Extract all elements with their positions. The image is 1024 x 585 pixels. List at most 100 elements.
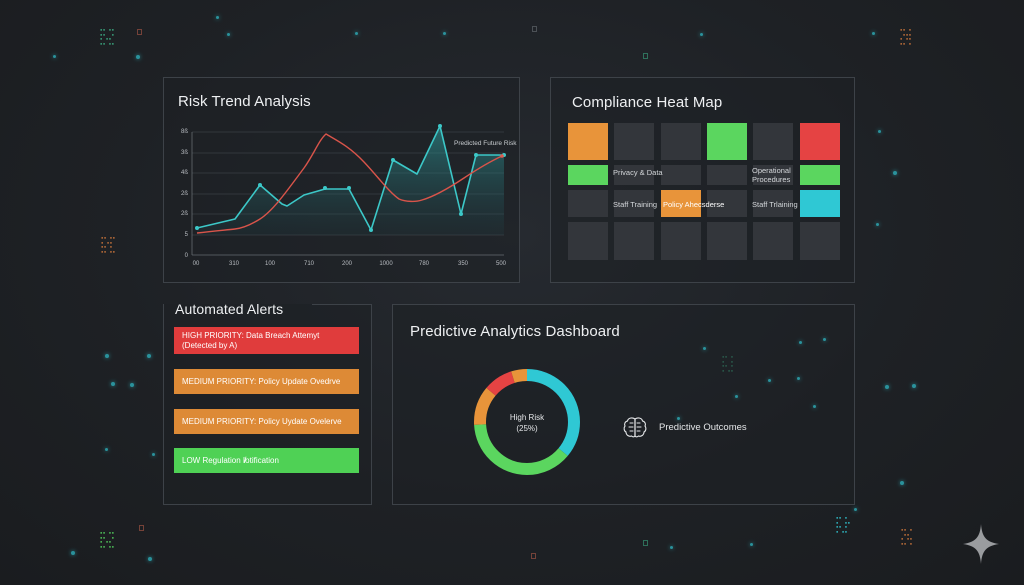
- heat-cell-orange[interactable]: [568, 123, 608, 160]
- particle: [105, 354, 109, 358]
- heat-cell[interactable]: [707, 222, 747, 260]
- particle: [355, 32, 358, 35]
- heat-cell[interactable]: [568, 222, 608, 260]
- predicted-future-risk-label: Predicted Future Risk: [454, 140, 517, 147]
- predictive-analytics-panel: Predictive Analytics Dashboard High Risk…: [392, 304, 857, 511]
- particle: [677, 417, 680, 420]
- svg-text:100: 100: [265, 261, 276, 267]
- svg-text:3ß: 3ß: [181, 150, 188, 156]
- heat-cell[interactable]: [707, 190, 747, 217]
- heat-cell[interactable]: [661, 165, 701, 185]
- alert-medium-priority[interactable]: MEDIUM PRIORITY: Policy Uydate Ovelerve: [174, 409, 359, 434]
- alert-text: MEDIUM PRIORITY: Policy Uydate Ovelerve: [182, 416, 342, 426]
- panel-title: Compliance Heat Map: [572, 94, 723, 111]
- panel-title: Risk Trend Analysis: [178, 93, 311, 110]
- donut-slice-orange-small: [474, 369, 580, 475]
- binary-glyph-cluster: ▪▪ ▪ ▪▪ ▪ ▪▪ ▪▪ ▪: [901, 527, 913, 546]
- heat-cell[interactable]: [614, 165, 654, 185]
- heat-cell[interactable]: [753, 165, 793, 185]
- heat-cell[interactable]: [707, 165, 747, 185]
- particle: [878, 130, 881, 133]
- alert-high-priority[interactable]: HIGH PRIORITY: Data Breach Attemyt (Dete…: [174, 327, 359, 354]
- particle: [854, 508, 857, 511]
- panel-title: Predictive Analytics Dashboard: [410, 323, 620, 340]
- heat-cell[interactable]: [614, 123, 654, 160]
- outline-square: [532, 26, 537, 32]
- heat-cell-green[interactable]: [707, 123, 747, 160]
- y-axis-labels: 0 5 2ß 2ß 4ß 3ß 8ß: [181, 129, 189, 259]
- outline-square: [139, 525, 144, 531]
- particle: [703, 347, 706, 350]
- binary-glyph-cluster: ▪▪ ▪▪ ▪ ▪▪ ▪▪ ▪ ▪▪ ▪▪: [101, 235, 116, 254]
- particle: [768, 379, 771, 382]
- particle: [893, 171, 897, 175]
- x-axis-labels: 00 310 100 710 200 1000 780 350 500: [193, 261, 507, 267]
- heat-cell[interactable]: [661, 123, 701, 160]
- heat-cell-green[interactable]: [568, 165, 608, 185]
- heat-cell[interactable]: [800, 222, 840, 260]
- svg-text:0: 0: [185, 253, 189, 259]
- particle: [700, 33, 703, 36]
- outline-square: [531, 553, 536, 559]
- automated-alerts-panel: Automated Alerts HIGH PRIORITY: Data Bre…: [163, 301, 372, 505]
- heat-cell[interactable]: [614, 222, 654, 260]
- heat-cell[interactable]: [753, 222, 793, 260]
- particle: [750, 543, 753, 546]
- particle: [876, 223, 879, 226]
- particle: [813, 405, 816, 408]
- heat-cell[interactable]: [568, 190, 608, 217]
- particle: [735, 395, 738, 398]
- alert-low-priority[interactable]: LOW Regulation I̸̸otification: [174, 448, 359, 473]
- heat-cell[interactable]: [614, 190, 654, 217]
- particle: [797, 377, 800, 380]
- heat-label-staff-training-2: Staff Trlaining: [752, 200, 798, 209]
- heat-cell-green[interactable]: [800, 165, 840, 185]
- heat-cell-red[interactable]: [800, 123, 840, 160]
- heat-cell-orange[interactable]: [661, 190, 701, 217]
- heat-cell[interactable]: [753, 123, 793, 160]
- heat-label-operational: Operational: [752, 166, 791, 175]
- binary-glyph-cluster: ▪▪ ▪▪ ▪▪ ▪ ▪ ▪▪ ▪▪ ▪▪: [100, 27, 115, 46]
- particle: [147, 354, 151, 358]
- binary-glyph-cluster: ▪▪ ▪ ▪▪▪ ▪ ▪▪ ▪▪ ▪: [900, 27, 912, 46]
- particle: [670, 546, 673, 549]
- panel-title: Automated Alerts: [175, 301, 284, 317]
- particle: [152, 453, 155, 456]
- donut-center-label: High Risk: [510, 413, 545, 422]
- brain-icon: [622, 415, 648, 441]
- risk-points: [195, 124, 506, 232]
- svg-text:2ß: 2ß: [181, 211, 188, 217]
- alert-medium-priority[interactable]: MEDIUM PRIORITY: Policy Update Ovedrve: [174, 369, 359, 394]
- heat-cell-cyan[interactable]: [800, 190, 840, 217]
- particle: [148, 557, 152, 561]
- predictive-outcomes-label: Predictive Outcomes: [659, 422, 747, 433]
- particle: [136, 55, 140, 59]
- heat-cell[interactable]: [661, 222, 701, 260]
- particle: [216, 16, 219, 19]
- risk-donut-chart[interactable]: High Risk (25%): [471, 366, 583, 478]
- outline-square: [137, 29, 142, 35]
- particle: [111, 382, 115, 386]
- svg-text:310: 310: [229, 261, 240, 267]
- predicted-risk-line: [196, 133, 503, 234]
- risk-trend-panel: Risk Trend Analysis 0 5 2ß 2ß 4ß 3ß: [163, 77, 520, 283]
- particle: [443, 32, 446, 35]
- svg-text:8ß: 8ß: [181, 129, 188, 135]
- donut-slice-green: [474, 369, 580, 475]
- heat-cell[interactable]: [753, 190, 793, 217]
- particle: [105, 448, 108, 451]
- svg-text:350: 350: [458, 261, 469, 267]
- particle: [872, 32, 875, 35]
- heat-label-privacy: Privacy & Data: [613, 168, 663, 177]
- svg-text:780: 780: [419, 261, 430, 267]
- donut-slice-orange: [474, 369, 580, 475]
- particle: [53, 55, 56, 58]
- svg-text:710: 710: [304, 261, 315, 267]
- svg-text:200: 200: [342, 261, 353, 267]
- outline-square: [643, 540, 648, 546]
- particle: [130, 383, 134, 387]
- svg-text:500: 500: [496, 261, 507, 267]
- particle: [900, 481, 904, 485]
- particle: [823, 338, 826, 341]
- particle: [71, 551, 75, 555]
